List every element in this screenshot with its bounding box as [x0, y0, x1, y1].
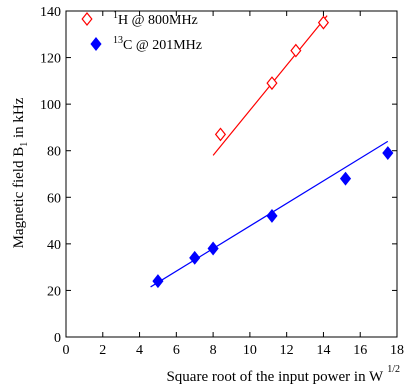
c13-legend-isotope: 13 [113, 35, 123, 46]
c13-data-point [266, 208, 278, 223]
y-tick-label: 20 [47, 284, 61, 299]
x-tick-label: 8 [210, 343, 217, 358]
x-tick-label: 2 [99, 343, 106, 358]
plot-frame [65, 10, 398, 338]
h1-legend-marker [81, 12, 93, 26]
y-axis-title-suffix: in kHz [11, 97, 27, 142]
plot-border [65, 10, 398, 338]
x-tick-label: 12 [280, 343, 294, 358]
c13-legend-text: C @ 201MHz [123, 38, 202, 53]
c13-legend-marker [90, 37, 102, 51]
x-axis-title-superscript: 1/2 [387, 364, 400, 375]
x-tick-label: 10 [243, 343, 257, 358]
y-tick-label: 140 [40, 5, 61, 20]
x-axis-title: Square root of the input power in W 1/2 [166, 364, 400, 385]
h1-data-point [214, 127, 227, 142]
h1-data-point [317, 15, 330, 30]
c13-data-point [207, 241, 219, 256]
legend: 1H @ 800MHz 13C @ 201MHz [81, 10, 202, 53]
x-tick-label: 0 [63, 343, 70, 358]
c13-data-point [339, 171, 352, 186]
y-axis-title-main: Magnetic field B [11, 147, 27, 249]
y-tick-label: 80 [47, 145, 61, 160]
x-tick-label: 14 [316, 343, 330, 358]
h1-legend-isotope: 1 [113, 10, 118, 21]
data-points [152, 15, 394, 289]
ticks: 0 2 4 6 8 10 12 14 16 18 0 20 40 60 80 100 120 140 [40, 5, 404, 358]
x-tick-label: 6 [173, 343, 180, 358]
h1-data-point [266, 76, 278, 91]
y-axis-title-subscript: 1 [19, 142, 30, 147]
x-axis-title-main: Square root of the input power in W [166, 369, 384, 385]
c13-data-point [382, 146, 394, 161]
h1-legend-text: H @ 800MHz [118, 13, 198, 28]
x-tick-label: 4 [136, 343, 143, 358]
h1-data-point [290, 43, 302, 58]
x-tick-label: 16 [353, 343, 367, 358]
x-tick-label: 18 [390, 343, 404, 358]
y-tick-label: 0 [54, 331, 61, 346]
y-axis-title: Magnetic field B1 in kHz [11, 97, 30, 248]
fit-lines [150, 15, 389, 288]
c13-data-point [152, 274, 164, 289]
y-tick-label: 120 [40, 52, 61, 67]
c13-legend-label: 13C @ 201MHz [113, 35, 202, 53]
h1-legend-label: 1H @ 800MHz [113, 10, 198, 28]
c13-data-point [189, 250, 201, 265]
y-tick-label: 60 [47, 191, 61, 206]
y-tick-label: 100 [40, 98, 61, 113]
y-tick-label: 40 [47, 238, 61, 253]
